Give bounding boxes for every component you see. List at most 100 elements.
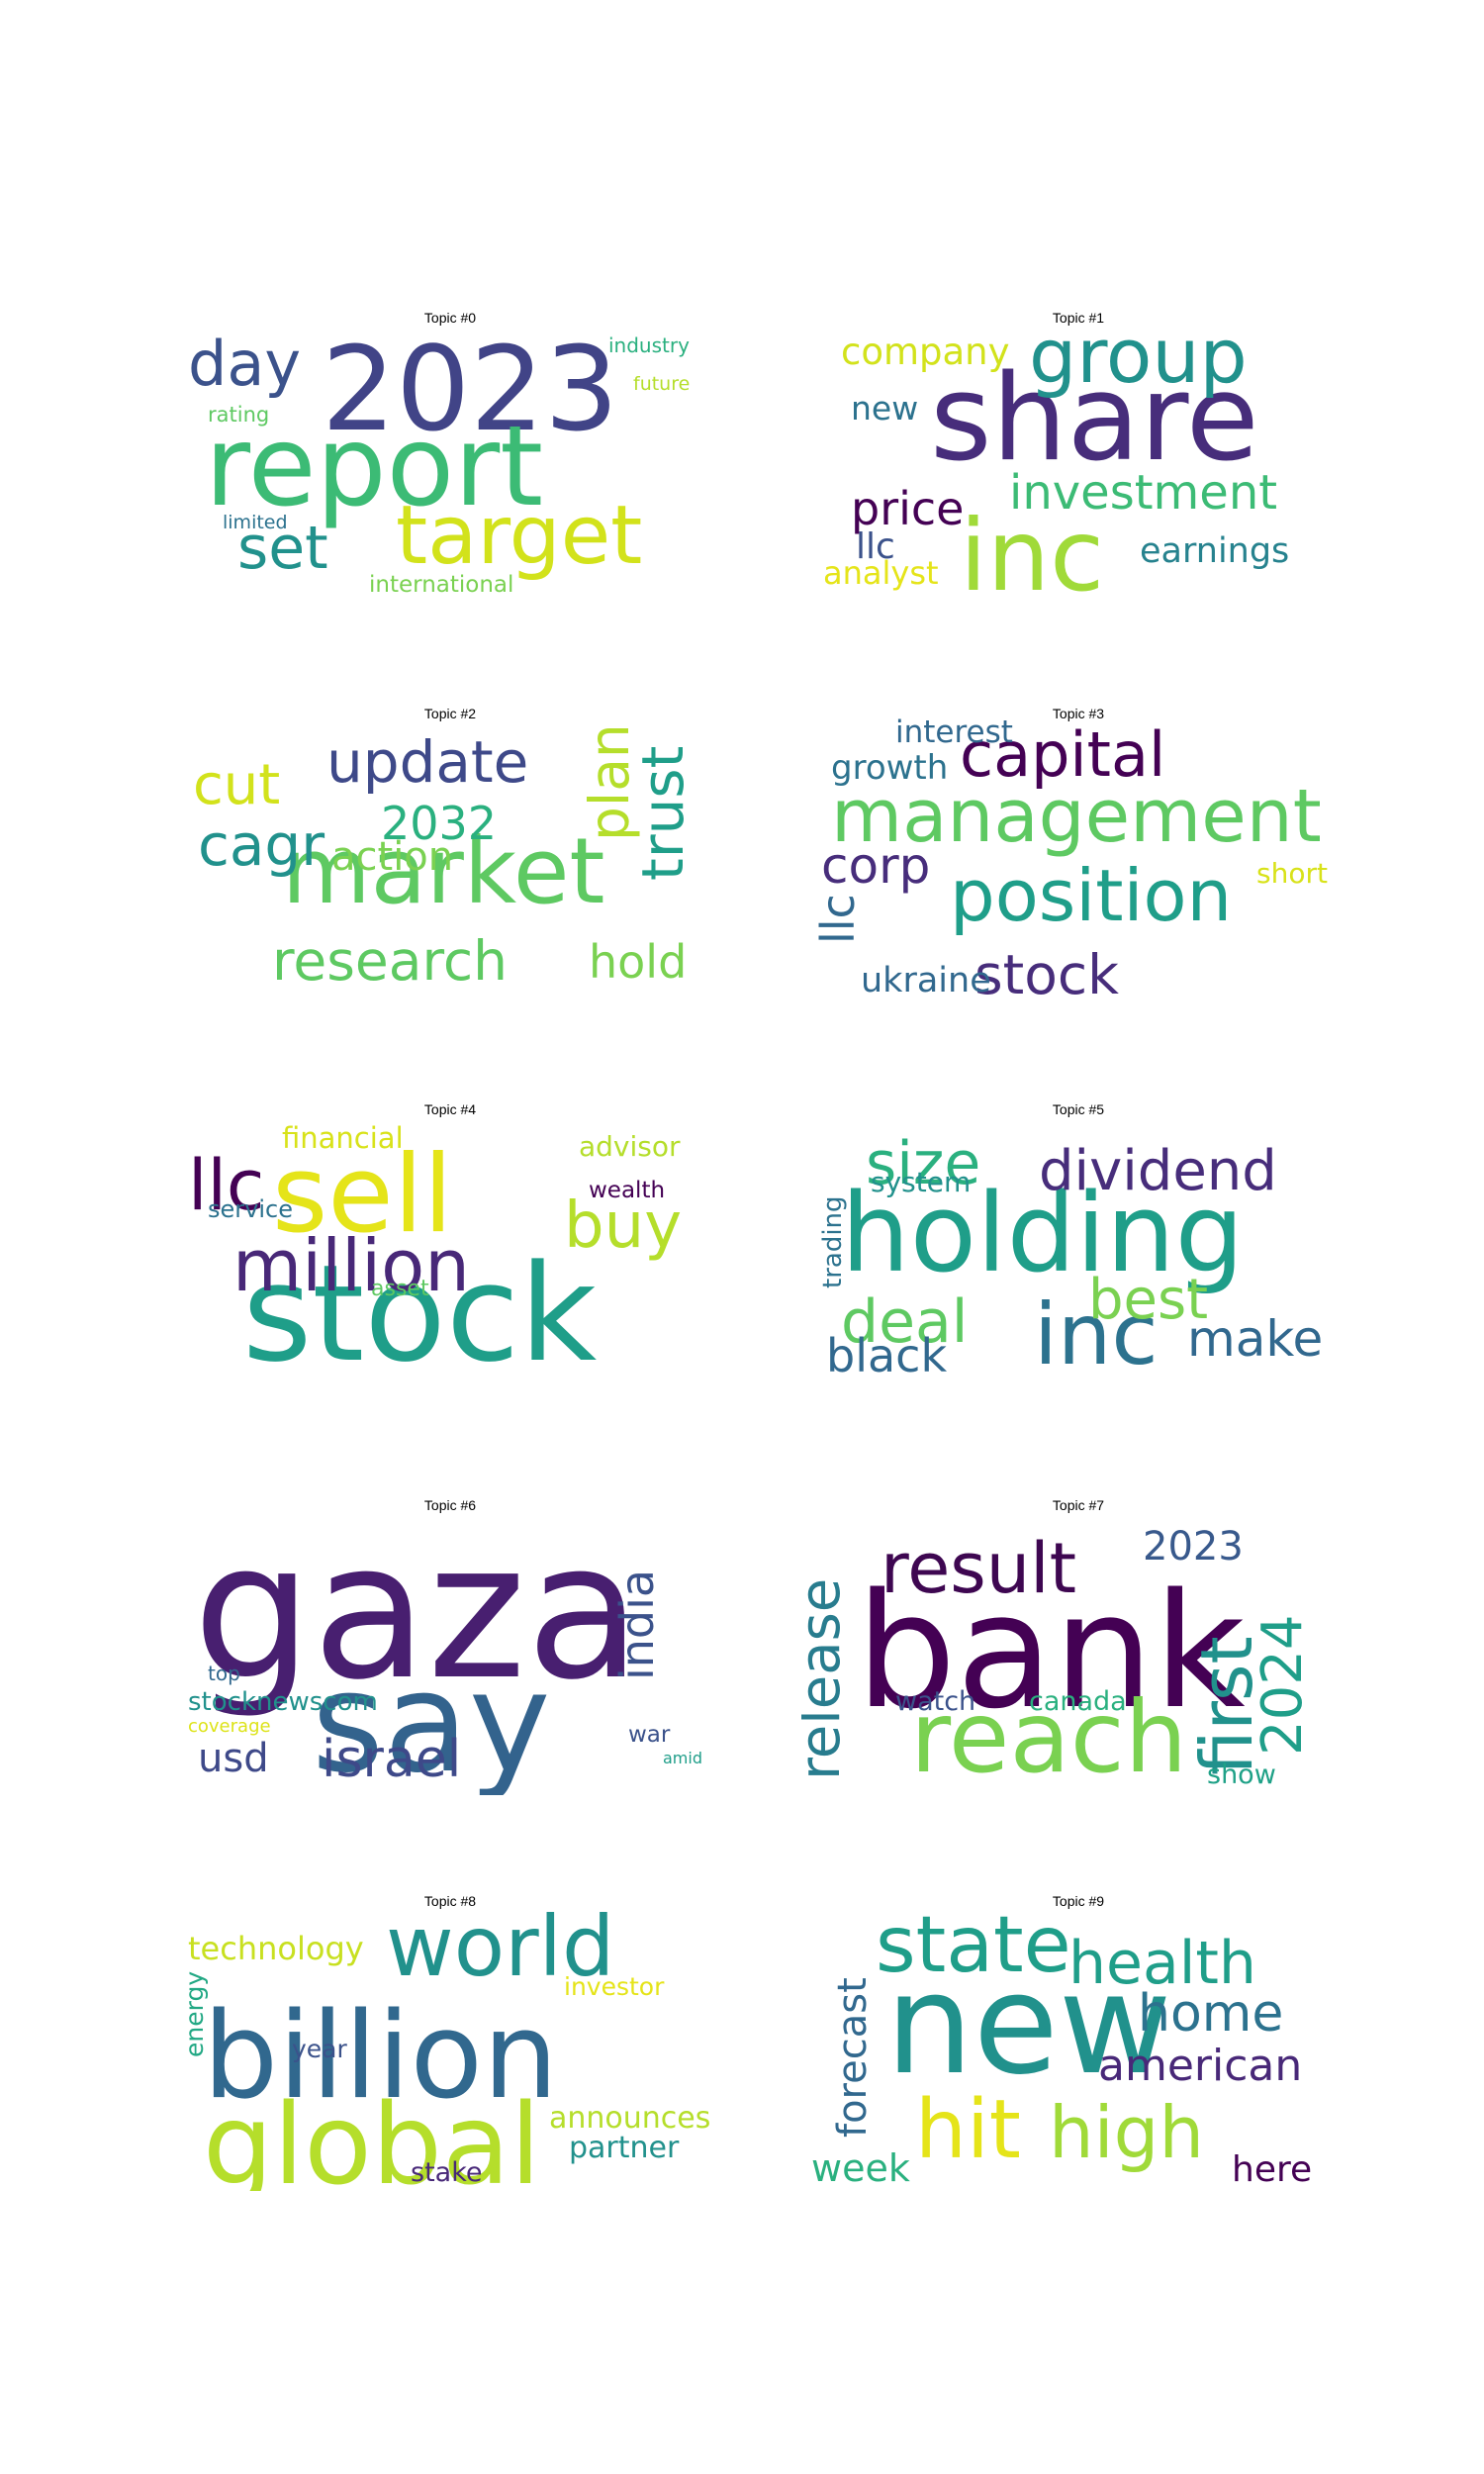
word-trading: trading	[818, 1195, 848, 1288]
topic-title: Topic #2	[423, 706, 477, 721]
word-make: make	[1187, 1310, 1323, 1368]
word-top: top	[208, 1662, 240, 1685]
word-show: show	[1207, 1760, 1276, 1790]
word-corp: corp	[821, 837, 930, 895]
word-year: year	[292, 2035, 347, 2063]
word-billion: billion	[203, 1988, 558, 2126]
topic-title: Topic #3	[1052, 706, 1105, 721]
word-advisor: advisor	[579, 1130, 681, 1163]
word-here: here	[1232, 2149, 1312, 2190]
word-2023: 2023	[322, 321, 618, 457]
word-black: black	[826, 1329, 947, 1382]
word-target: target	[396, 489, 642, 583]
word-global: global	[203, 2081, 541, 2191]
topic-panel-6: Topic #6 gaza say india israel usd stocknewsco…	[173, 1498, 727, 1795]
word-investment: investment	[1009, 465, 1277, 521]
word-interest: interest	[895, 714, 1013, 750]
topic-panel-2: Topic #2 market update cut cagr 2032 plan trust…	[173, 707, 727, 1003]
word-inc: inc	[960, 498, 1104, 608]
word-bank: bank	[856, 1559, 1246, 1744]
word-stocknewscom: stocknewscom	[188, 1687, 378, 1717]
word-partner: partner	[569, 2131, 680, 2165]
word-future: future	[633, 373, 690, 395]
word-growth: growth	[831, 748, 948, 788]
word-india: india	[610, 1570, 664, 1680]
word-reach: reach	[910, 1679, 1187, 1795]
word-set: set	[237, 514, 328, 583]
word-war: war	[628, 1722, 671, 1748]
word-forecast: forecast	[830, 1977, 876, 2138]
word-new: new	[885, 1945, 1171, 2106]
word-home: home	[1138, 1984, 1283, 2044]
word-international: international	[369, 572, 513, 598]
word-financial: financial	[282, 1121, 404, 1155]
topic-panel-5: Topic #5 holding inc dividend size deal best ma…	[801, 1102, 1355, 1399]
word-state: state	[876, 1901, 1071, 1990]
word-usd: usd	[198, 1736, 269, 1781]
word-world: world	[386, 1898, 614, 1995]
word-cut: cut	[193, 753, 280, 817]
word-best: best	[1088, 1268, 1208, 1332]
topic-title: Topic #6	[423, 1497, 477, 1513]
word-group: group	[1029, 312, 1248, 400]
word-system: system	[871, 1166, 971, 1198]
word-wealth: wealth	[589, 1178, 665, 1203]
word-deal: deal	[841, 1287, 968, 1357]
word-stock: stock	[242, 1236, 597, 1391]
word-company: company	[841, 331, 1010, 373]
word-2032: 2032	[381, 797, 497, 850]
word-health: health	[1068, 1929, 1256, 1998]
word-stock: stock	[974, 943, 1119, 1003]
word-market: market	[282, 818, 605, 924]
word-technology: technology	[188, 1930, 364, 1967]
word-action: action	[331, 834, 453, 880]
word-inc: inc	[1034, 1285, 1159, 1384]
topic-title: Topic #7	[1052, 1497, 1105, 1513]
word-capital: capital	[960, 718, 1165, 791]
word-result: result	[881, 1528, 1076, 1609]
word-size: size	[866, 1129, 980, 1198]
word-high: high	[1049, 2091, 1204, 2174]
word-hold: hold	[589, 935, 687, 989]
word-release: release	[801, 1578, 853, 1780]
topic-panel-9: Topic #9 new state health home american hit hig…	[801, 1894, 1355, 2191]
word-million: million	[232, 1224, 470, 1307]
word-coverage: coverage	[188, 1716, 271, 1737]
word-cagr: cagr	[198, 811, 325, 879]
word-sell: sell	[272, 1133, 453, 1257]
word-research: research	[272, 929, 508, 993]
word-ukraine: ukraine	[861, 961, 991, 1000]
word-amid: amid	[663, 1749, 702, 1767]
word-earnings: earnings	[1140, 531, 1289, 571]
topic-title: Topic #8	[423, 1893, 477, 1909]
topic-panel-3: Topic #3 management capital position stock in…	[801, 707, 1355, 1003]
word-management: management	[831, 774, 1322, 859]
word-stake: stake	[411, 2157, 482, 2188]
word-watch: watch	[895, 1686, 975, 1717]
word-announces: announces	[549, 2101, 710, 2136]
topic-panel-7: Topic #7 bank reach result release first 2024 2…	[801, 1498, 1355, 1795]
word-llc: llc	[811, 894, 865, 944]
word-energy: energy	[180, 1971, 209, 2057]
topic-panel-8: Topic #8 billion global world technology inve…	[173, 1894, 727, 2191]
word-limited: limited	[223, 512, 288, 533]
word-llc: llc	[856, 526, 895, 567]
word-llc: llc	[188, 1145, 264, 1226]
word-price: price	[851, 482, 964, 535]
topic-title: Topic #1	[1052, 310, 1105, 326]
word-day: day	[188, 328, 301, 400]
word-short: short	[1256, 857, 1328, 890]
word-asset: asset	[371, 1277, 429, 1301]
word-israel: israel	[322, 1730, 461, 1789]
topic-panel-4: Topic #4 stock sell million llc buy financial a…	[173, 1102, 727, 1399]
word-gaza: gaza	[193, 1502, 641, 1721]
word-analyst: analyst	[823, 554, 939, 592]
topic-title: Topic #9	[1052, 1893, 1105, 1909]
word-buy: buy	[564, 1189, 682, 1263]
word-first: first	[1185, 1636, 1268, 1775]
word-2024: 2024	[1251, 1614, 1315, 1756]
